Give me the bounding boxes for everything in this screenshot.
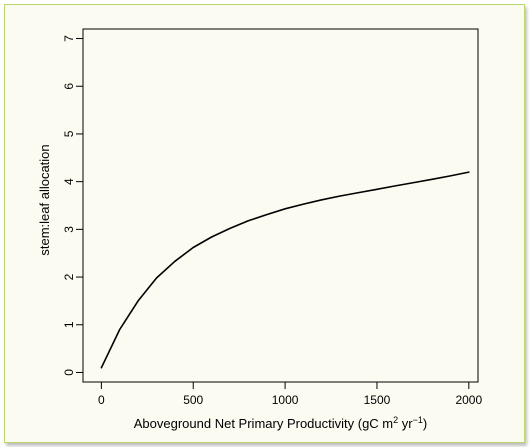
x-axis: 0 500 1000 1500 2000: [98, 381, 482, 407]
y-tick-label: 5: [62, 130, 76, 137]
y-tick-label: 6: [62, 83, 76, 90]
y-tick-label: 7: [62, 35, 76, 42]
x-tick-label: 0: [98, 393, 105, 407]
y-tick-label: 2: [62, 273, 76, 280]
y-axis-title: stem:leaf allocation: [37, 144, 52, 255]
x-tick-label: 2000: [455, 393, 482, 407]
x-tick-label: 500: [183, 393, 203, 407]
x-tick-label: 1500: [364, 393, 391, 407]
x-tick-label: 1000: [272, 393, 299, 407]
y-axis: 0 1 2 3 4 5 6 7: [62, 35, 84, 376]
plot-box: [82, 28, 479, 383]
y-tick-label: 3: [62, 226, 76, 233]
series-line-0: [100, 171, 470, 369]
y-tick-label: 4: [62, 178, 76, 185]
y-tick-label: 0: [62, 369, 76, 376]
series-layer: [100, 171, 470, 369]
chart-frame: [4, 4, 525, 443]
y-tick-label: 1: [62, 321, 76, 328]
x-axis-title: Aboveground Net Primary Productivity (gC…: [134, 415, 427, 431]
